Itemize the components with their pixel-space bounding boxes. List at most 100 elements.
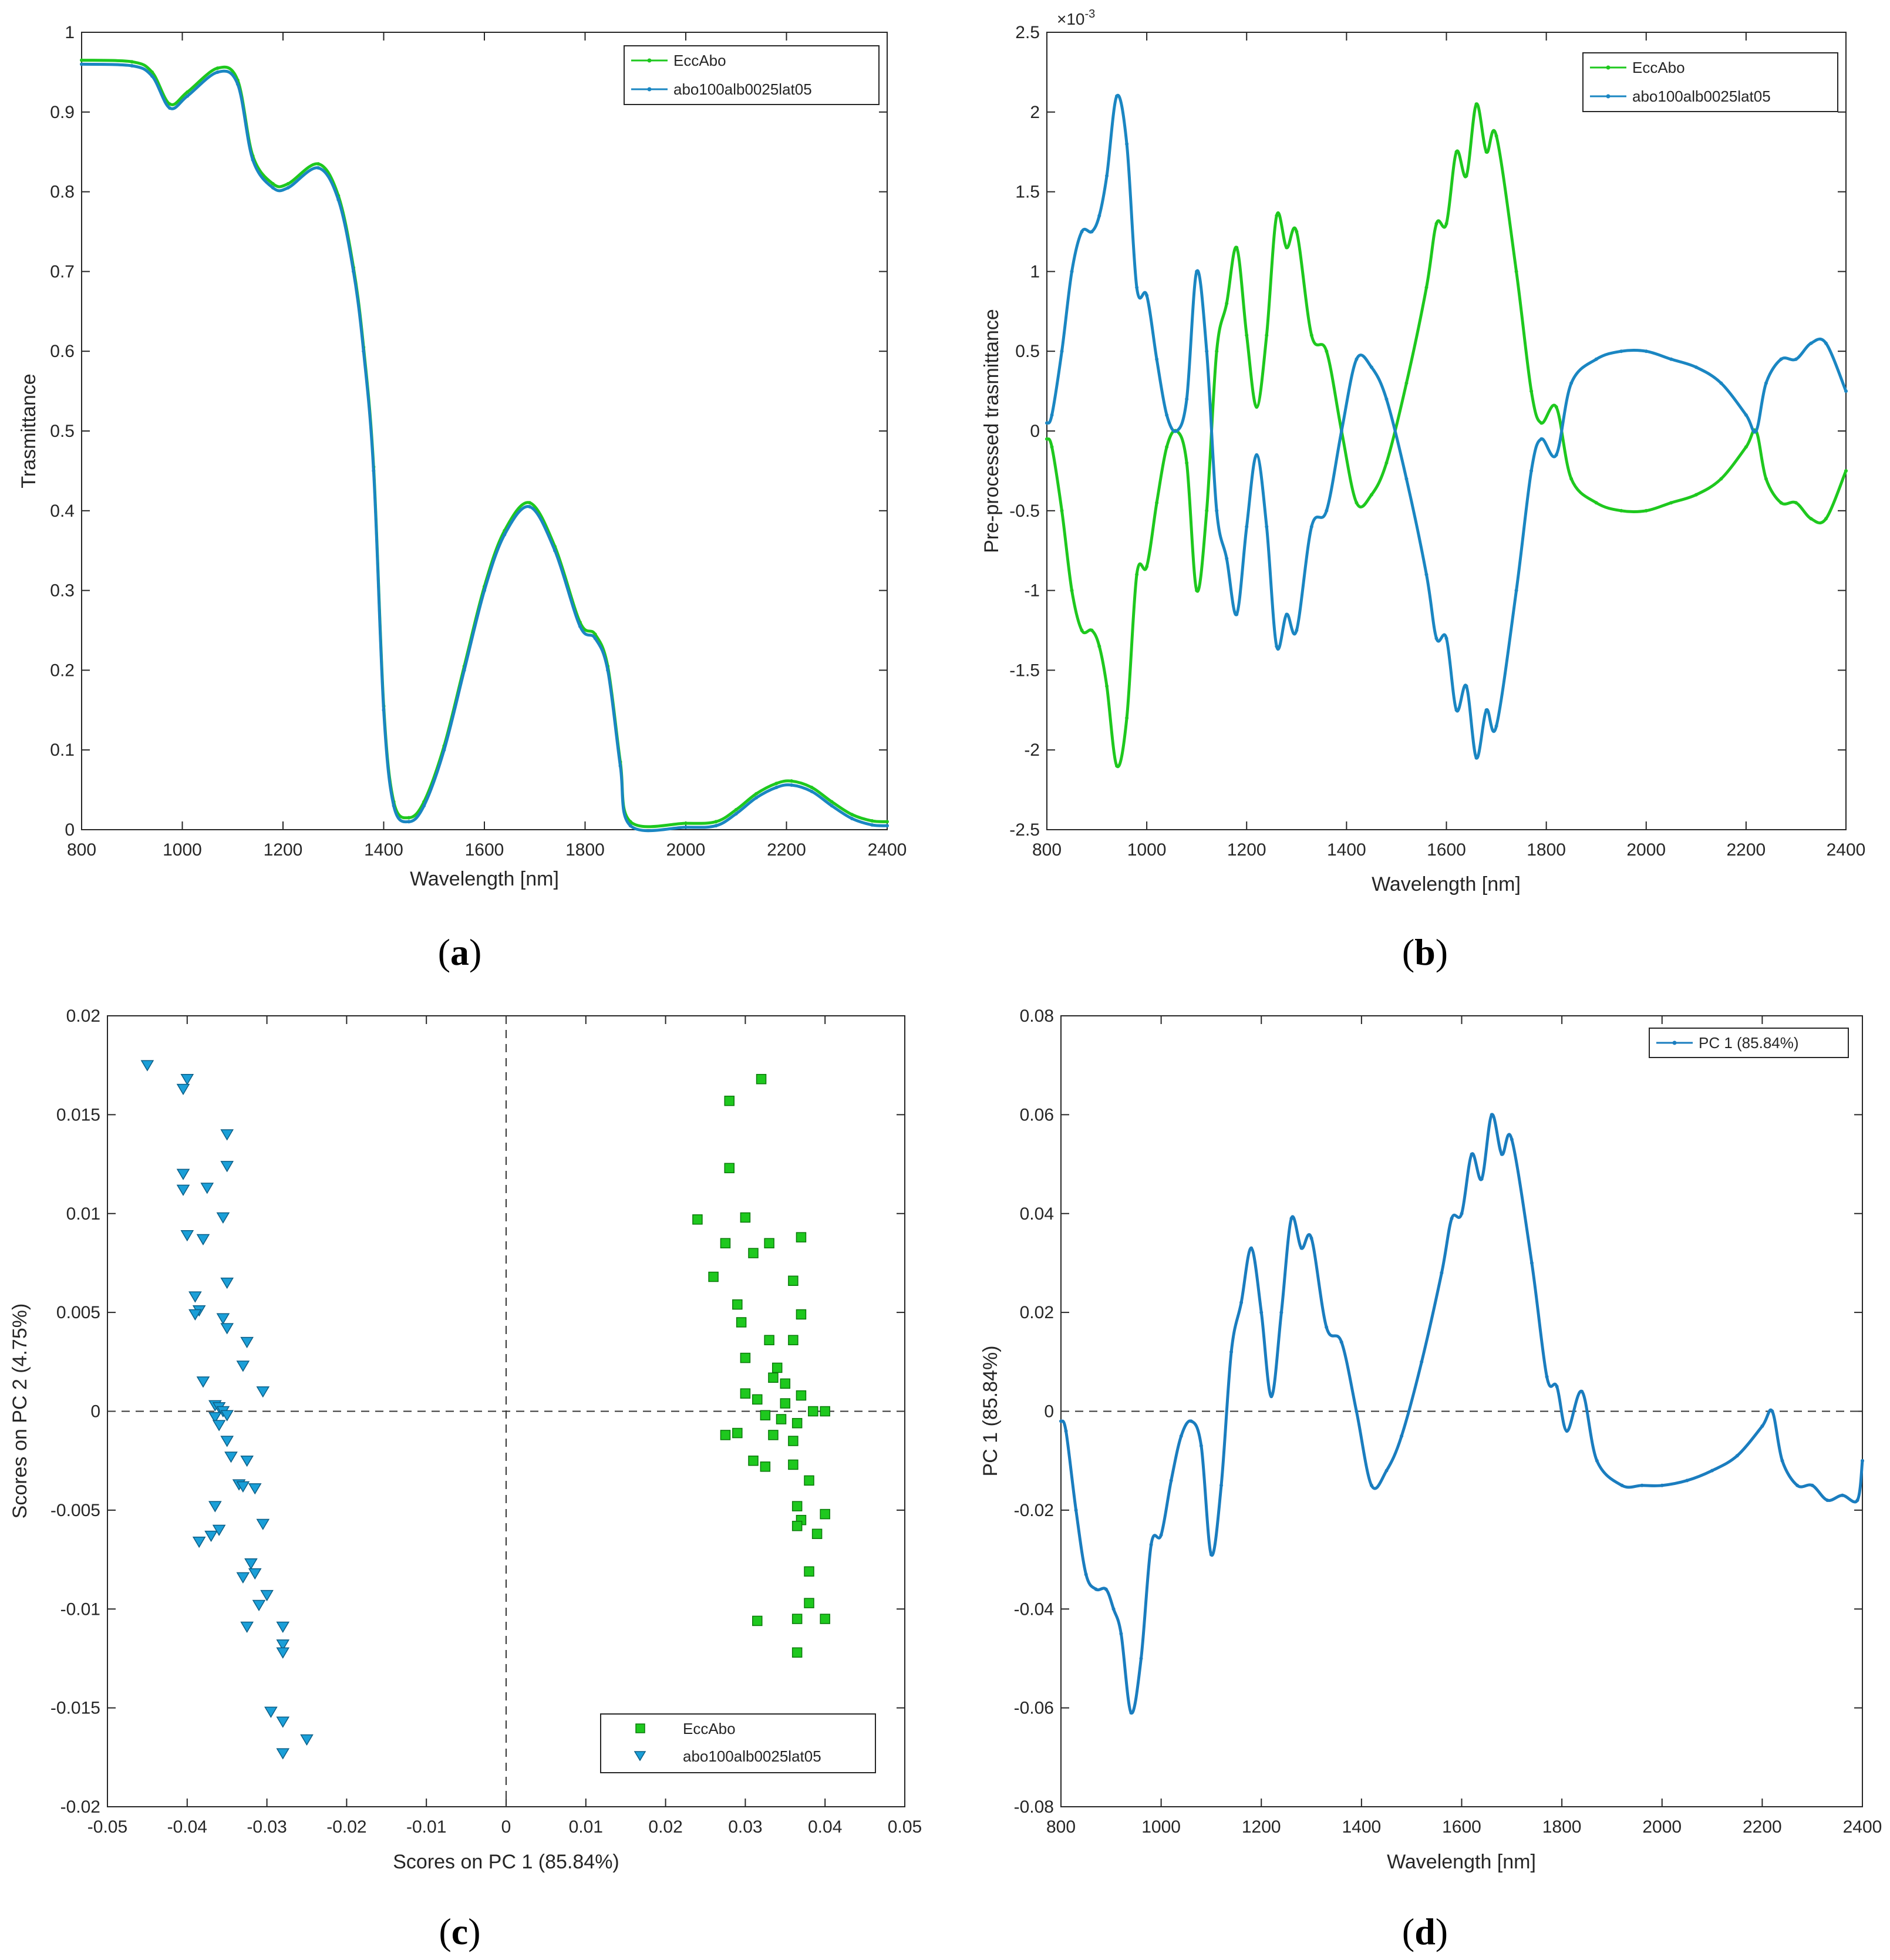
data-point-pc-1-85-84 bbox=[1249, 1246, 1254, 1250]
scatter-point-eccabo bbox=[808, 1406, 818, 1417]
data-point-eccabo bbox=[1384, 461, 1389, 465]
data-point-eccabo bbox=[1145, 564, 1149, 568]
data-point-pc-1-85-84 bbox=[1529, 1261, 1534, 1265]
data-point-eccabo bbox=[1474, 102, 1478, 106]
data-point-pc-1-85-84 bbox=[1440, 1271, 1444, 1275]
data-point-eccabo bbox=[1809, 517, 1813, 521]
y-tick-label: -2 bbox=[1024, 740, 1040, 760]
scatter-point-abo100alb0025lat05 bbox=[220, 1129, 234, 1141]
x-tick-label: -0.03 bbox=[247, 1817, 287, 1837]
data-point-pc-1-85-84 bbox=[1660, 1483, 1664, 1487]
scatter-point-abo100alb0025lat05 bbox=[196, 1376, 210, 1388]
data-point-abo100alb0025lat05 bbox=[1809, 341, 1813, 345]
y-tick-label: 0.6 bbox=[50, 342, 75, 361]
y-tick-label: -0.04 bbox=[1014, 1599, 1054, 1619]
data-point-abo100alb0025lat05 bbox=[150, 74, 154, 78]
y-tick-label: 1 bbox=[1030, 262, 1040, 281]
data-point-pc-1-85-84 bbox=[1129, 1711, 1133, 1715]
scatter-point-eccabo bbox=[788, 1459, 799, 1470]
data-point-eccabo bbox=[1569, 477, 1574, 481]
data-point-abo100alb0025lat05 bbox=[1464, 684, 1468, 688]
data-point-abo100alb0025lat05 bbox=[1195, 270, 1199, 274]
scatter-point-abo100alb0025lat05 bbox=[244, 1558, 258, 1570]
scatter-point-eccabo bbox=[768, 1430, 779, 1440]
panel-a-chart: 800 1000 1200 1400 1600 1800 2000 2200 2400 0 0.1 0… bbox=[18, 23, 907, 973]
panel-c-series bbox=[140, 1060, 830, 1760]
data-point-pc-1-85-84 bbox=[1219, 1483, 1223, 1487]
scatter-point-abo100alb0025lat05 bbox=[212, 1420, 226, 1432]
scatter-point-eccabo bbox=[732, 1427, 743, 1439]
data-point-eccabo bbox=[1325, 349, 1329, 353]
data-point-abo100alb0025lat05 bbox=[1225, 557, 1229, 561]
x-tick-label: 1800 bbox=[565, 840, 605, 860]
scatter-point-abo100alb0025lat05 bbox=[276, 1639, 290, 1651]
data-point-eccabo bbox=[1355, 501, 1359, 505]
data-point-pc-1-85-84 bbox=[1735, 1454, 1739, 1458]
x-tick-label: 1200 bbox=[1242, 1817, 1281, 1837]
data-point-abo100alb0025lat05 bbox=[628, 824, 632, 828]
data-point-abo100alb0025lat05 bbox=[528, 505, 532, 509]
data-point-eccabo bbox=[684, 821, 688, 826]
x-tick-label: 2000 bbox=[1626, 840, 1666, 860]
data-point-pc-1-85-84 bbox=[1840, 1493, 1844, 1497]
panel-b-series bbox=[1045, 93, 1848, 769]
data-point-abo100alb0025lat05 bbox=[1619, 349, 1623, 353]
data-point-pc-1-85-84 bbox=[1855, 1498, 1859, 1503]
panel-b-plot-area bbox=[1046, 32, 1847, 830]
data-point-abo100alb0025lat05 bbox=[774, 786, 779, 790]
data-point-eccabo bbox=[1295, 230, 1299, 234]
data-point-eccabo bbox=[1694, 493, 1698, 497]
scatter-point-eccabo bbox=[724, 1096, 735, 1106]
x-tick-label: 1600 bbox=[1427, 840, 1466, 860]
data-point-pc-1-85-84 bbox=[1064, 1429, 1068, 1433]
x-tick-label: -0.05 bbox=[87, 1817, 127, 1837]
y-tick-label: -0.02 bbox=[60, 1797, 100, 1817]
data-point-eccabo bbox=[1245, 334, 1249, 338]
data-point-abo100alb0025lat05 bbox=[442, 748, 446, 752]
data-point-eccabo bbox=[1125, 716, 1129, 720]
data-point-eccabo bbox=[1644, 508, 1648, 513]
data-point-pc-1-85-84 bbox=[1309, 1236, 1313, 1240]
x-tick-label: 1200 bbox=[264, 840, 303, 860]
y-tick-label: 0.2 bbox=[50, 661, 75, 680]
panel-c-legend-label-eccabo: EccAbo bbox=[683, 1720, 736, 1737]
scatter-point-abo100alb0025lat05 bbox=[212, 1524, 226, 1537]
scatter-point-abo100alb0025lat05 bbox=[276, 1621, 290, 1634]
scatter-point-eccabo bbox=[760, 1410, 771, 1420]
scatter-point-eccabo bbox=[804, 1598, 814, 1608]
panel-a-legend-label-eccabo: EccAbo bbox=[673, 52, 726, 69]
data-point-eccabo bbox=[1369, 493, 1373, 497]
panel-b-legend-marker-eccabo bbox=[1606, 65, 1611, 70]
data-point-abo100alb0025lat05 bbox=[593, 637, 597, 641]
x-tick-label: 1800 bbox=[1527, 840, 1566, 860]
y-tick-label: 0.02 bbox=[66, 1006, 100, 1026]
data-point-pc-1-85-84 bbox=[1094, 1587, 1098, 1591]
data-point-abo100alb0025lat05 bbox=[80, 62, 83, 66]
scatter-point-abo100alb0025lat05 bbox=[180, 1074, 194, 1086]
data-point-pc-1-85-84 bbox=[1710, 1469, 1714, 1473]
data-point-eccabo bbox=[1844, 469, 1848, 473]
scatter-point-abo100alb0025lat05 bbox=[220, 1410, 234, 1422]
data-point-eccabo bbox=[1404, 381, 1409, 385]
data-point-eccabo bbox=[215, 66, 220, 70]
data-point-abo100alb0025lat05 bbox=[1155, 357, 1159, 361]
data-point-eccabo bbox=[1824, 517, 1828, 521]
scatter-point-eccabo bbox=[791, 1501, 803, 1511]
data-point-eccabo bbox=[316, 162, 321, 166]
data-point-pc-1-85-84 bbox=[1229, 1350, 1234, 1354]
data-point-abo100alb0025lat05 bbox=[1754, 429, 1758, 433]
data-point-abo100alb0025lat05 bbox=[578, 624, 582, 628]
data-point-abo100alb0025lat05 bbox=[870, 823, 874, 827]
panel-d-axes: 800 1000 1200 1400 1600 1800 2000 2200 2400 -0.08… bbox=[1014, 1006, 1882, 1837]
data-point-abo100alb0025lat05 bbox=[1424, 572, 1429, 577]
y-tick-label: 0 bbox=[90, 1402, 100, 1422]
panel-c-legend-label-abo: abo100alb0025lat05 bbox=[683, 1747, 821, 1765]
data-point-eccabo bbox=[1539, 421, 1544, 425]
panel-b-legend-marker-abo bbox=[1606, 94, 1611, 99]
panel-d-caption: (d) bbox=[1402, 1911, 1448, 1952]
scatter-point-eccabo bbox=[740, 1352, 751, 1363]
data-point-eccabo bbox=[1165, 445, 1169, 449]
data-point-abo100alb0025lat05 bbox=[503, 533, 507, 537]
data-point-eccabo bbox=[1494, 134, 1498, 138]
